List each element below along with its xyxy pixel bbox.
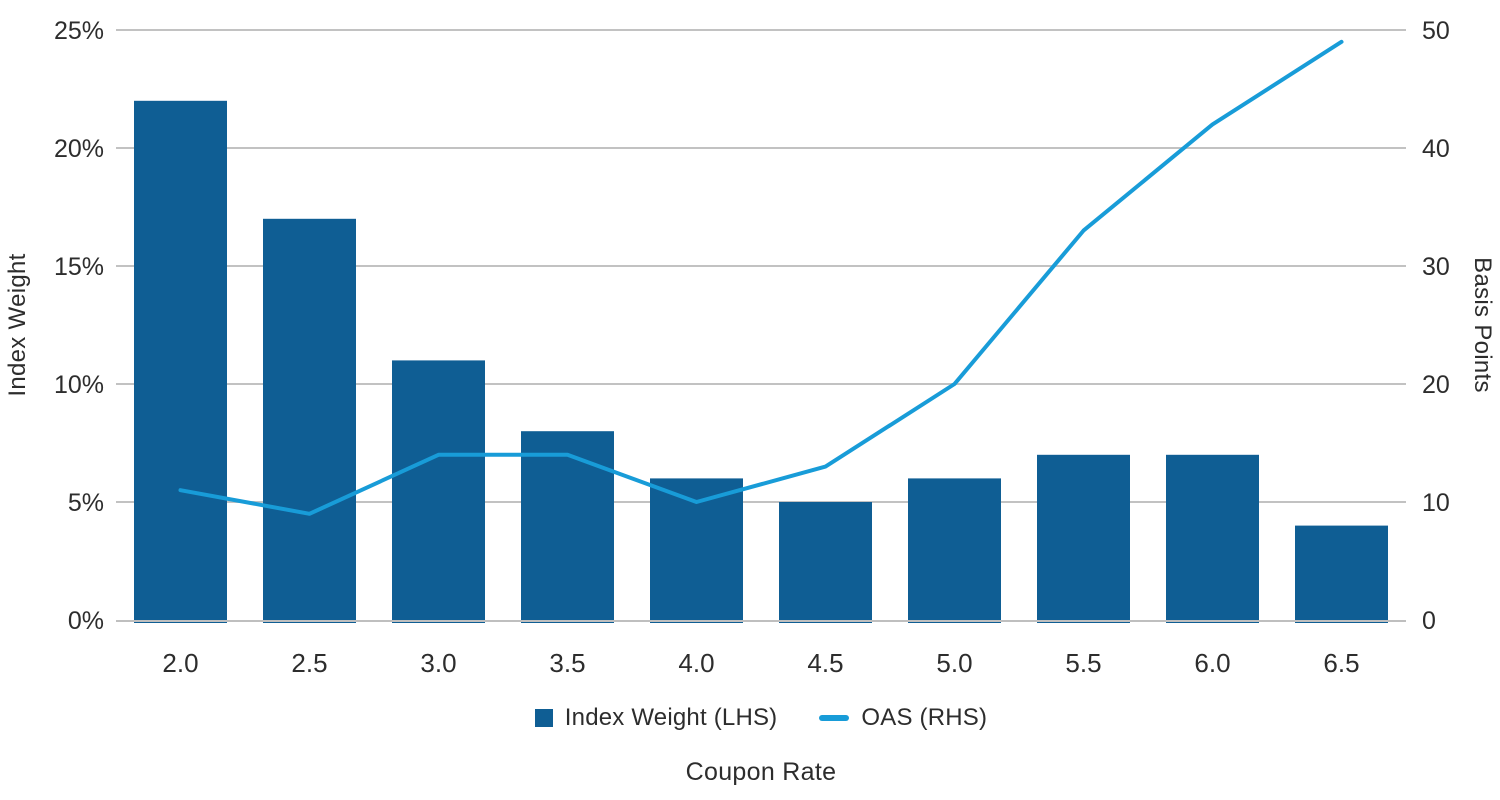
oas-line bbox=[178, 39, 1344, 516]
legend: Index Weight (LHS) OAS (RHS) bbox=[116, 700, 1406, 736]
x-tick-label-3.5: 3.5 bbox=[549, 648, 585, 678]
bar-3.5 bbox=[521, 431, 614, 623]
bar-2.0 bbox=[134, 100, 227, 624]
right-tick-label-0: 0 bbox=[1422, 607, 1436, 635]
x-axis-title: Coupon Rate bbox=[685, 758, 837, 786]
legend-label-index-weight: Index Weight (LHS) bbox=[564, 704, 778, 731]
left-axis-title: Index Weight bbox=[4, 253, 31, 397]
x-tick-label-2.0: 2.0 bbox=[162, 648, 198, 678]
bar-2.5 bbox=[263, 218, 356, 624]
x-tick-label-6.5: 6.5 bbox=[1323, 648, 1359, 678]
line-swatch-icon bbox=[819, 715, 850, 721]
left-tick-label-15%: 15% bbox=[54, 253, 104, 281]
right-tick-label-20: 20 bbox=[1422, 371, 1450, 399]
left-tick-label-20%: 20% bbox=[54, 135, 104, 163]
bar-6.5 bbox=[1295, 525, 1388, 623]
bar-6.0 bbox=[1166, 454, 1259, 623]
x-tick-label-4.0: 4.0 bbox=[678, 648, 714, 678]
right-tick-label-10: 10 bbox=[1422, 489, 1450, 517]
x-tick-label-5.5: 5.5 bbox=[1065, 648, 1101, 678]
bar-swatch-icon bbox=[534, 709, 553, 727]
bar-3.0 bbox=[392, 360, 485, 623]
left-tick-label-25%: 25% bbox=[54, 17, 104, 45]
left-tick-label-0%: 0% bbox=[68, 607, 104, 635]
left-tick-label-5%: 5% bbox=[68, 489, 104, 517]
bar-5.0 bbox=[908, 478, 1001, 623]
left-tick-label-10%: 10% bbox=[54, 371, 104, 399]
legend-label-oas: OAS (RHS) bbox=[861, 704, 988, 731]
right-axis-title: Basis Points bbox=[1469, 257, 1496, 393]
legend-item-oas: OAS (RHS) bbox=[819, 704, 987, 732]
x-tick-label-3.0: 3.0 bbox=[420, 648, 456, 678]
right-tick-label-50: 50 bbox=[1422, 17, 1450, 45]
x-tick-label-2.5: 2.5 bbox=[291, 648, 327, 678]
bar-5.5 bbox=[1037, 454, 1130, 623]
right-tick-label-30: 30 bbox=[1422, 253, 1450, 281]
x-tick-label-4.5: 4.5 bbox=[807, 648, 843, 678]
legend-item-index-weight: Index Weight (LHS) bbox=[534, 704, 778, 732]
right-tick-label-40: 40 bbox=[1422, 135, 1450, 163]
x-tick-label-6.0: 6.0 bbox=[1194, 648, 1230, 678]
x-tick-label-5.0: 5.0 bbox=[936, 648, 972, 678]
bar-4.5 bbox=[779, 502, 872, 623]
